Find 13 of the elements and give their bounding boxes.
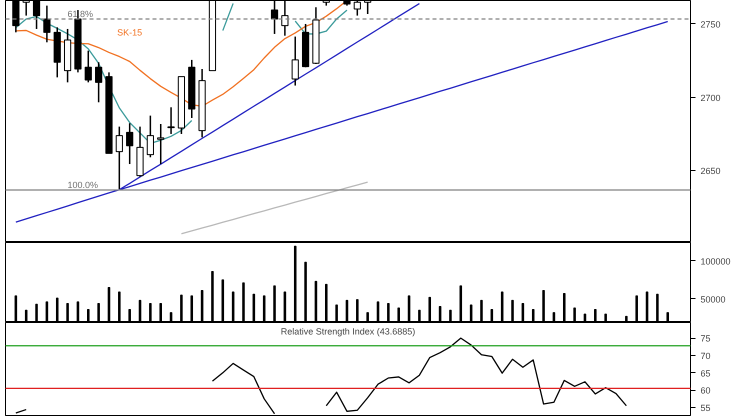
y-tick-label: 2750 (700, 19, 721, 30)
y-tick-label: 50000 (700, 294, 726, 304)
series-label: SK-15 (117, 28, 142, 38)
y-tick-label: 65 (700, 368, 711, 378)
y-tick-label: 100000 (700, 256, 731, 266)
annotation: Relative Strength Index (43.6885) (280, 326, 416, 336)
y-tick-label: 60 (700, 386, 711, 396)
annotation: 100.0% (68, 180, 98, 190)
y-tick-label: 2700 (700, 92, 721, 103)
y-tick-label: 55 (700, 402, 711, 413)
y-tick-label: 2650 (700, 166, 721, 176)
y-tick-label: 70 (700, 350, 711, 361)
y-tick-label: 75 (700, 334, 711, 344)
